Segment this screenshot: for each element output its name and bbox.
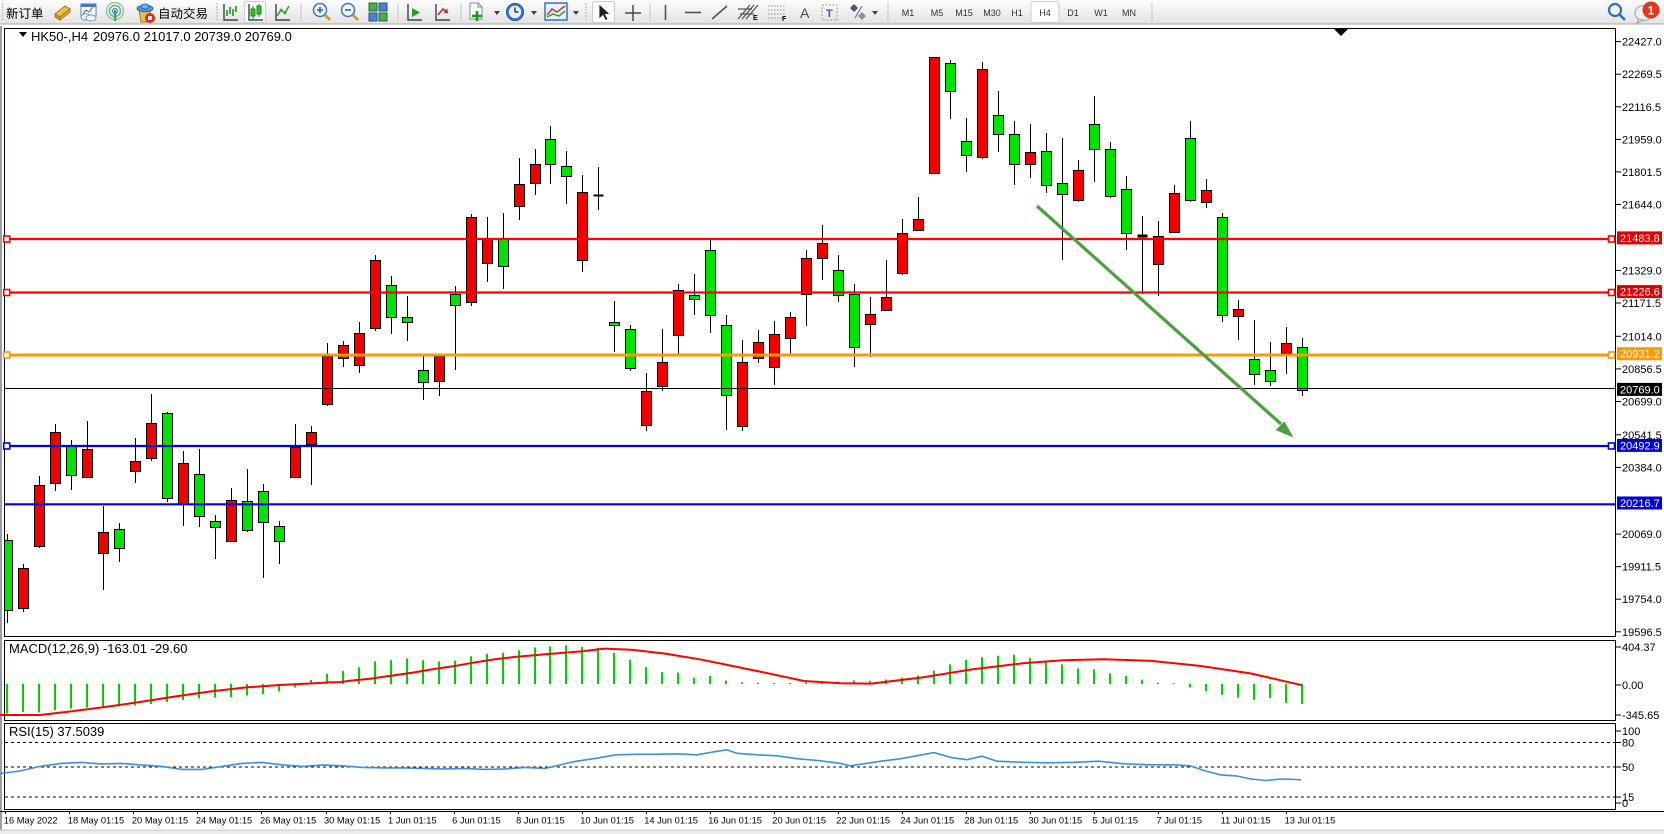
svg-text:RSI(15) 37.5039: RSI(15) 37.5039 [9, 724, 104, 739]
svg-text:T: T [826, 8, 833, 20]
svg-text:21801.5: 21801.5 [1622, 167, 1662, 179]
svg-text:20384.0: 20384.0 [1622, 462, 1662, 474]
svg-text:22269.5: 22269.5 [1622, 69, 1662, 81]
svg-text:0.00: 0.00 [1622, 680, 1643, 692]
svg-text:24 May 01:15: 24 May 01:15 [196, 816, 252, 826]
svg-text:20069.0: 20069.0 [1622, 529, 1662, 541]
svg-text:26 May 01:15: 26 May 01:15 [260, 816, 316, 826]
svg-text:M30: M30 [983, 8, 1001, 18]
svg-text:20856.5: 20856.5 [1622, 364, 1662, 376]
svg-text:21014.0: 21014.0 [1622, 331, 1662, 343]
svg-text:24 Jun 01:15: 24 Jun 01:15 [900, 816, 954, 826]
svg-text:50: 50 [1622, 762, 1634, 774]
svg-text:0: 0 [1622, 798, 1628, 810]
svg-text:19754.0: 19754.0 [1622, 594, 1662, 606]
svg-text:-345.65: -345.65 [1622, 710, 1659, 722]
svg-text:21483.8: 21483.8 [1620, 233, 1660, 245]
svg-text:22427.0: 22427.0 [1622, 37, 1662, 49]
svg-text:21226.6: 21226.6 [1620, 287, 1660, 299]
svg-text:19596.5: 19596.5 [1622, 627, 1662, 639]
svg-text:20216.7: 20216.7 [1620, 498, 1660, 510]
svg-text:5 Jul 01:15: 5 Jul 01:15 [1093, 816, 1139, 826]
svg-text:21329.0: 21329.0 [1622, 265, 1662, 277]
svg-text:20699.0: 20699.0 [1622, 397, 1662, 409]
svg-text:HK50-,H4: HK50-,H4 [31, 29, 88, 44]
svg-text:H1: H1 [1011, 8, 1023, 18]
svg-text:30 Jun 01:15: 30 Jun 01:15 [1028, 816, 1082, 826]
svg-text:1 Jun 01:15: 1 Jun 01:15 [388, 816, 437, 826]
svg-text:20541.5: 20541.5 [1622, 430, 1662, 442]
svg-text:8 Jun 01:15: 8 Jun 01:15 [516, 816, 565, 826]
svg-text:20769.0: 20769.0 [1620, 384, 1660, 396]
svg-text:20492.9: 20492.9 [1620, 440, 1660, 452]
svg-text:20 May 01:15: 20 May 01:15 [132, 816, 188, 826]
svg-text:15: 15 [1622, 792, 1634, 804]
svg-text:MN: MN [1122, 8, 1136, 18]
svg-text:20931.2: 20931.2 [1620, 349, 1660, 361]
svg-text:M1: M1 [902, 8, 915, 18]
svg-text:13 Jul 01:15: 13 Jul 01:15 [1285, 816, 1336, 826]
svg-text:10 Jun 01:15: 10 Jun 01:15 [580, 816, 634, 826]
svg-text:20 Jun 01:15: 20 Jun 01:15 [772, 816, 826, 826]
svg-text:E: E [753, 15, 758, 22]
svg-text:28 Jun 01:15: 28 Jun 01:15 [964, 816, 1018, 826]
svg-text:MACD(12,26,9) -163.01 -29.60: MACD(12,26,9) -163.01 -29.60 [9, 641, 187, 656]
svg-text:18 May 01:15: 18 May 01:15 [68, 816, 124, 826]
svg-text:14 Jun 01:15: 14 Jun 01:15 [644, 816, 698, 826]
svg-text:M5: M5 [931, 8, 944, 18]
svg-text:19911.5: 19911.5 [1622, 562, 1661, 574]
svg-text:21959.0: 21959.0 [1622, 134, 1662, 146]
svg-text:21644.0: 21644.0 [1622, 200, 1662, 212]
svg-text:11 Jul 01:15: 11 Jul 01:15 [1221, 816, 1271, 826]
svg-text:80: 80 [1622, 738, 1634, 750]
svg-text:21171.5: 21171.5 [1622, 298, 1661, 310]
svg-text:7 Jul 01:15: 7 Jul 01:15 [1157, 816, 1203, 826]
svg-text:22116.5: 22116.5 [1622, 102, 1661, 114]
svg-text:F: F [782, 16, 787, 23]
svg-text:100: 100 [1622, 726, 1640, 738]
svg-text:22 Jun 01:15: 22 Jun 01:15 [836, 816, 890, 826]
svg-text:20976.0 21017.0 20739.0 20769.: 20976.0 21017.0 20739.0 20769.0 [93, 29, 292, 44]
svg-text:30 May 01:15: 30 May 01:15 [324, 816, 380, 826]
svg-text:A: A [800, 5, 810, 21]
svg-text:6 Jun 01:15: 6 Jun 01:15 [452, 816, 501, 826]
svg-text:M15: M15 [955, 8, 973, 18]
svg-text:1: 1 [1648, 4, 1655, 18]
svg-text:W1: W1 [1094, 8, 1108, 18]
svg-text:H4: H4 [1039, 8, 1051, 18]
svg-text:404.37: 404.37 [1622, 642, 1656, 654]
svg-text:16 Jun 01:15: 16 Jun 01:15 [708, 816, 762, 826]
svg-text:D1: D1 [1067, 8, 1079, 18]
svg-text:16 May 2022: 16 May 2022 [4, 816, 58, 826]
